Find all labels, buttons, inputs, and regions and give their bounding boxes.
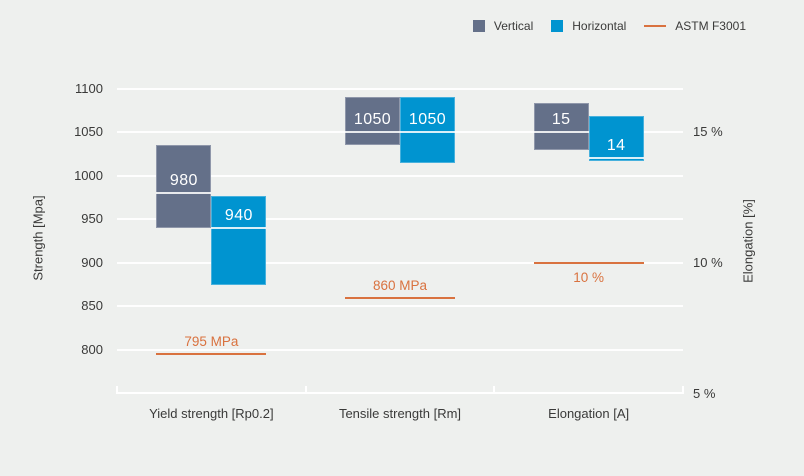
legend-item-horizontal: Horizontal — [551, 19, 626, 33]
bar-value-label: 14 — [606, 137, 626, 155]
gridline — [117, 305, 683, 308]
y-axis-tick-label: 1050 — [74, 124, 103, 140]
mean-value-line — [533, 130, 589, 133]
bar-value-label: 1050 — [353, 111, 392, 129]
category-label: Yield strength [Rp0.2] — [149, 406, 274, 421]
vertical-series-swatch-icon — [472, 20, 485, 32]
bar-horizontal-1: 940 — [211, 195, 267, 285]
bar-vertical-2: 1050 — [345, 97, 400, 146]
bar-vertical-3: 15 — [533, 103, 589, 151]
bar-value-label: 940 — [224, 206, 253, 224]
horizontal-series-swatch-icon — [551, 20, 564, 32]
astm-reference-line — [533, 261, 644, 264]
astm-reference-label: 795 MPa — [184, 334, 239, 350]
x-axis-tick — [116, 385, 118, 394]
y-axis-tick-label: 850 — [81, 298, 103, 314]
bar-value-label: 1050 — [408, 111, 447, 129]
x-axis-line — [117, 392, 683, 395]
bar-horizontal-2: 1050 — [400, 97, 455, 163]
legend-label-astm: ASTM F3001 — [675, 19, 746, 33]
legend-item-astm: ASTM F3001 — [644, 19, 746, 33]
x-axis-tick — [682, 385, 684, 394]
gridline — [117, 349, 683, 351]
y-axis-tick-label: 800 — [81, 342, 103, 357]
mean-value-line — [400, 131, 455, 134]
y-axis-tick-label: 900 — [81, 254, 103, 270]
gridline — [117, 174, 683, 177]
astm-reference-line — [345, 296, 455, 299]
legend-item-vertical: Vertical — [472, 19, 534, 33]
category-label: Elongation [A] — [548, 406, 630, 421]
legend: Vertical Horizontal ASTM F3001 — [472, 19, 746, 33]
legend-label-vertical: Vertical — [493, 19, 534, 33]
category-label: Tensile strength [Rm] — [338, 406, 462, 421]
bar-value-label: 980 — [169, 172, 198, 190]
bar-horizontal-3: 14 — [588, 116, 644, 161]
y-axis-tick-label: 1000 — [74, 167, 103, 183]
y-axis-tick-label: 950 — [81, 211, 103, 227]
right-axis-tick-label: 10 % — [693, 254, 723, 270]
mean-value-line — [156, 192, 212, 195]
legend-label-horizontal: Horizontal — [572, 19, 627, 33]
bar-value-label: 15 — [551, 110, 571, 128]
mean-value-line — [211, 226, 267, 229]
astm-line-swatch-icon — [644, 25, 667, 27]
gridline — [117, 87, 683, 90]
astm-reference-label: 10 % — [573, 269, 605, 285]
bar-vertical-1: 980 — [156, 145, 212, 228]
right-axis-tick-label: 15 % — [693, 124, 723, 139]
mean-value-line — [345, 131, 400, 134]
mean-value-line — [588, 157, 644, 160]
gridline — [117, 218, 683, 221]
x-axis-tick — [304, 385, 307, 394]
astm-reference-label: 860 MPa — [372, 277, 428, 293]
x-axis-tick — [493, 385, 496, 394]
gridline — [117, 261, 683, 264]
right-axis-tick-label: 5 % — [693, 385, 716, 401]
y-axis-tick-label: 1100 — [75, 80, 103, 96]
astm-reference-line — [156, 353, 267, 356]
